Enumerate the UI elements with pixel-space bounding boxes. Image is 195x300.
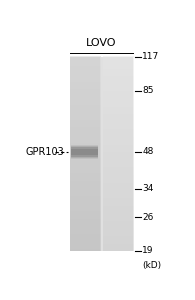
Text: 48: 48 <box>142 147 154 156</box>
Bar <box>71 147 98 157</box>
Bar <box>70 57 100 251</box>
Text: 26: 26 <box>142 213 154 222</box>
Bar <box>103 57 133 251</box>
Bar <box>71 149 98 155</box>
Text: (kD): (kD) <box>142 261 161 270</box>
Text: GPR103: GPR103 <box>26 147 65 157</box>
Bar <box>70 57 133 251</box>
Bar <box>71 145 98 159</box>
Text: 117: 117 <box>142 52 160 61</box>
Text: 85: 85 <box>142 86 154 95</box>
Bar <box>71 146 98 158</box>
Text: 34: 34 <box>142 184 154 193</box>
Text: LOVO: LOVO <box>86 38 117 47</box>
Text: 19: 19 <box>142 246 154 255</box>
